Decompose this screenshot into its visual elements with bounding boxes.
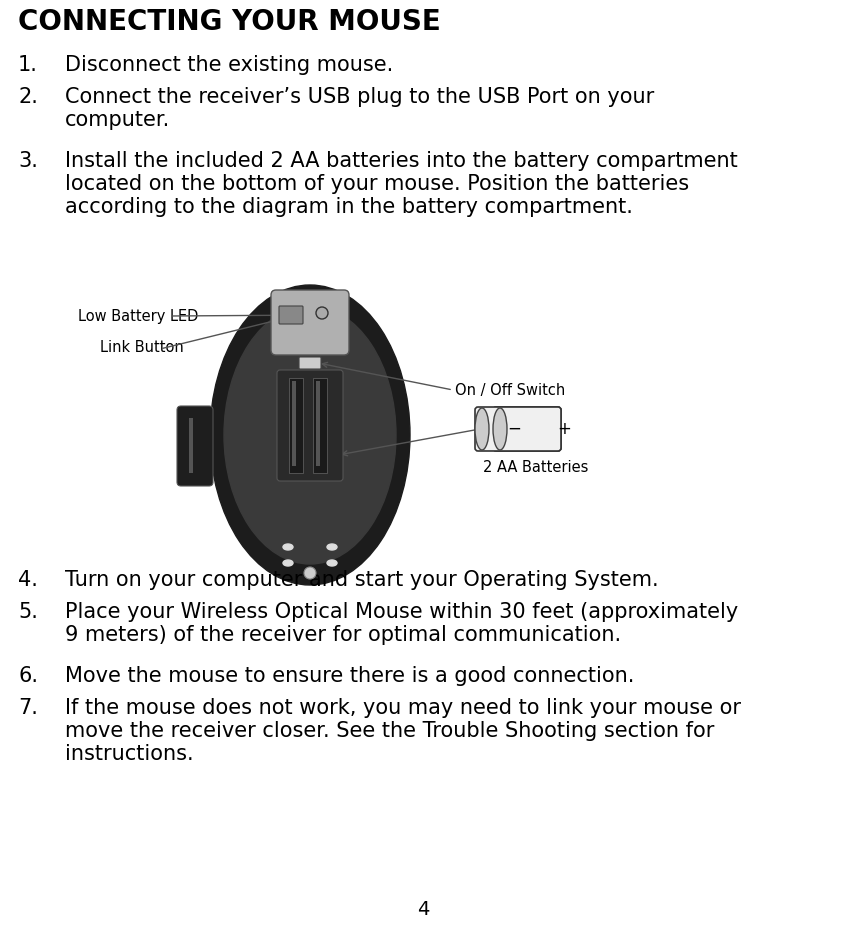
- Ellipse shape: [210, 285, 410, 585]
- Ellipse shape: [224, 306, 396, 564]
- FancyBboxPatch shape: [493, 407, 561, 451]
- Text: Connect the receiver’s USB plug to the USB Port on your
computer.: Connect the receiver’s USB plug to the U…: [65, 87, 654, 130]
- Text: If the mouse does not work, you may need to link your mouse or
move the receiver: If the mouse does not work, you may need…: [65, 698, 741, 765]
- Text: On / Off Switch: On / Off Switch: [455, 383, 565, 398]
- Text: Install the included 2 AA batteries into the battery compartment
located on the : Install the included 2 AA batteries into…: [65, 151, 738, 218]
- Ellipse shape: [327, 544, 337, 550]
- Ellipse shape: [475, 408, 489, 450]
- FancyBboxPatch shape: [177, 406, 213, 486]
- Bar: [292, 381, 296, 466]
- Ellipse shape: [327, 560, 337, 566]
- Text: Link Button: Link Button: [100, 340, 184, 355]
- Text: 7.: 7.: [18, 698, 38, 718]
- Text: 4.: 4.: [18, 570, 38, 590]
- Text: Low Battery LED: Low Battery LED: [78, 309, 198, 324]
- Text: 3.: 3.: [18, 151, 38, 171]
- FancyBboxPatch shape: [475, 407, 561, 451]
- Text: 1.: 1.: [18, 55, 38, 75]
- Ellipse shape: [283, 560, 293, 566]
- Ellipse shape: [283, 544, 293, 550]
- Ellipse shape: [493, 408, 507, 450]
- Text: 6.: 6.: [18, 666, 38, 686]
- Text: 2 AA Batteries: 2 AA Batteries: [483, 460, 589, 475]
- Text: 2.: 2.: [18, 87, 38, 107]
- FancyBboxPatch shape: [271, 290, 349, 355]
- FancyBboxPatch shape: [279, 306, 303, 324]
- Bar: [189, 418, 193, 473]
- Text: Turn on your computer and start your Operating System.: Turn on your computer and start your Ope…: [65, 570, 659, 590]
- Bar: [289, 378, 303, 473]
- Circle shape: [304, 567, 316, 579]
- Text: 5.: 5.: [18, 602, 38, 622]
- Text: −: −: [507, 420, 521, 438]
- FancyBboxPatch shape: [277, 370, 343, 481]
- FancyBboxPatch shape: [299, 357, 321, 369]
- Text: +: +: [557, 420, 571, 438]
- Bar: [316, 381, 320, 466]
- Text: Disconnect the existing mouse.: Disconnect the existing mouse.: [65, 55, 393, 75]
- Bar: [313, 378, 327, 473]
- Text: 4: 4: [417, 900, 429, 919]
- Text: CONNECTING YOUR MOUSE: CONNECTING YOUR MOUSE: [18, 8, 440, 36]
- Text: Move the mouse to ensure there is a good connection.: Move the mouse to ensure there is a good…: [65, 666, 634, 686]
- Text: Place your Wireless Optical Mouse within 30 feet (approximately
9 meters) of the: Place your Wireless Optical Mouse within…: [65, 602, 739, 645]
- Circle shape: [316, 307, 328, 319]
